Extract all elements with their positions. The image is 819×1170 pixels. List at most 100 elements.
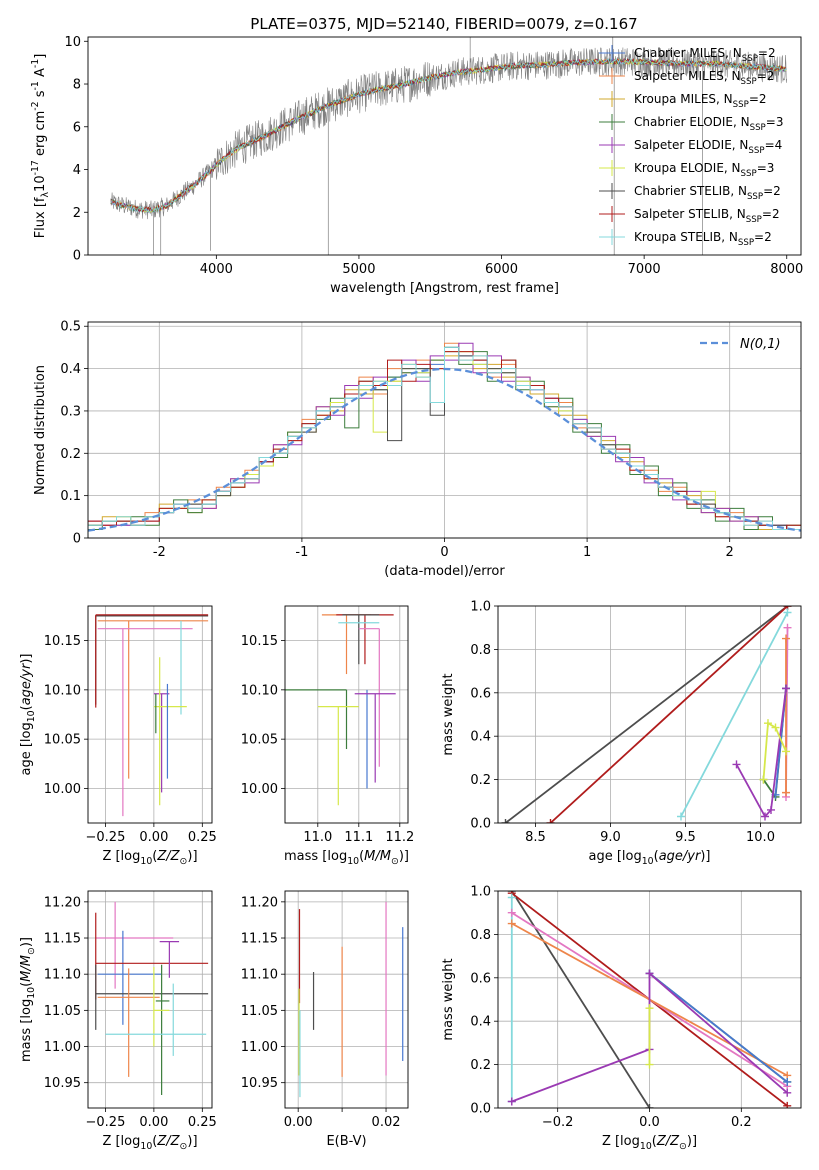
y-tick-label: 0.4 <box>470 730 491 745</box>
errorbar-point-4 <box>97 628 193 817</box>
y-tick-label: 1.0 <box>470 885 491 900</box>
y-tick-label: 0.1 <box>60 489 81 504</box>
y-tick-label: 11.00 <box>44 1040 81 1055</box>
legend-label: Chabrier ELODIE, NSSP=3 <box>634 115 783 133</box>
x-tick-label: -2 <box>153 545 166 560</box>
y-tick-label: 6 <box>73 120 81 135</box>
normal-curve <box>88 367 801 532</box>
legend-label: N(0,1) <box>740 337 781 352</box>
y-tick-label: 11.05 <box>241 1004 278 1019</box>
weight-marker <box>767 805 775 814</box>
x-tick-label: 4000 <box>200 262 233 277</box>
weight-marker <box>677 812 685 821</box>
weight-marker <box>783 1077 792 1086</box>
weight-marker <box>759 775 768 784</box>
y-tick-label: 0.8 <box>470 643 491 658</box>
axes-frame <box>87 605 213 824</box>
x-tick-label: 0.00 <box>139 1115 168 1130</box>
weight-marker <box>507 908 516 917</box>
model-line-8 <box>110 58 787 213</box>
plot-area <box>298 901 404 1098</box>
weight-marker <box>645 1004 654 1013</box>
y-tick-label: 0.5 <box>60 320 81 335</box>
weight-marker <box>764 719 772 728</box>
y-tick-label: 0.0 <box>470 1102 491 1117</box>
y-tick-label: 11.15 <box>44 932 81 947</box>
errorbar-point-8 <box>153 966 170 1047</box>
y-axis-label: Flux [fλ10-17 erg cm-2 s-1 A-1] <box>30 54 51 239</box>
weight-marker <box>771 723 780 732</box>
legend-label: Kroupa ELODIE, NSSP=3 <box>634 161 774 179</box>
legend-label: Chabrier MILES, NSSP=2 <box>634 46 776 64</box>
errorbar-point-6 <box>285 689 348 750</box>
weight-line-7 <box>648 972 788 1083</box>
plot-area <box>501 606 792 823</box>
histogram-legend: N(0,1) <box>700 337 781 352</box>
y-tick-label: 10.95 <box>241 1076 278 1091</box>
figure-title: PLATE=0375, MJD=52140, FIBERID=0079, z=0… <box>250 15 637 33</box>
weight-marker <box>645 969 654 978</box>
y-tick-label: 10.00 <box>241 782 278 797</box>
plot-area <box>88 342 801 538</box>
x-tick-label: 0.02 <box>372 1115 401 1130</box>
errorbar-point-5 <box>97 968 160 1077</box>
axes-frame <box>284 605 409 824</box>
x-tick-label: 2 <box>726 545 734 560</box>
x-tick-label: 0.2 <box>731 1115 752 1130</box>
errorbar-point-6 <box>153 693 170 793</box>
y-tick-label: 11.20 <box>241 895 278 910</box>
weight-line-2 <box>549 606 789 823</box>
errorbar-point-5 <box>358 628 380 767</box>
weight-marker <box>761 812 769 821</box>
axes-frame <box>87 890 213 1109</box>
y-tick-label: 11.10 <box>44 968 81 983</box>
errorbar-point-2 <box>95 614 209 708</box>
y-tick-label: 0.6 <box>470 971 491 986</box>
model-line-9 <box>110 58 787 214</box>
y-tick-label: 0.2 <box>470 773 491 788</box>
x-tick-label: 0.25 <box>188 1115 217 1130</box>
errorbar-point-7 <box>153 657 187 806</box>
weight-marker <box>782 747 790 756</box>
weight-marker <box>507 893 516 902</box>
axes-frame <box>497 890 802 1109</box>
x-tick-label: 11.0 <box>303 830 332 845</box>
y-tick-label: 0.3 <box>60 404 81 419</box>
weight-marker <box>783 623 792 632</box>
x-tick-label: 5000 <box>342 262 375 277</box>
y-axis-label: mass weight <box>441 673 456 755</box>
axes-frame <box>284 890 409 1109</box>
x-tick-label: 8000 <box>770 262 803 277</box>
y-tick-label: 10.10 <box>241 683 278 698</box>
weight-marker <box>783 1101 792 1108</box>
x-tick-label: 0 <box>440 545 448 560</box>
x-tick-label: −0.25 <box>86 1115 126 1130</box>
x-axis-label: age [log10(age/yr)] <box>588 849 710 867</box>
legend-label: Kroupa MILES, NSSP=2 <box>634 92 767 110</box>
x-axis-label: Z [log10(Z/Z⊙)] <box>102 1134 197 1152</box>
y-tick-label: 11.15 <box>241 932 278 947</box>
histogram-step-9 <box>88 346 801 538</box>
panel-residuals: -2 -1 0 1 2 0 0.1 0.2 0.3 0.4 0.5 (data-model)/erro… <box>33 320 802 579</box>
axes-frame <box>87 36 802 256</box>
spectrum-data-line <box>110 47 787 220</box>
x-tick-label: 0.0 <box>639 1115 660 1130</box>
x-axis-label: Z [log10(Z/Z⊙)] <box>102 849 197 867</box>
x-tick-label: −0.25 <box>86 830 126 845</box>
plot-area <box>110 37 787 255</box>
y-axis-label: age [log10(age/yr)] <box>19 653 37 775</box>
x-axis-label: Z [log10(Z/Z⊙)] <box>602 1134 697 1152</box>
x-axis-label: mass [log10(M/M⊙)] <box>284 849 409 867</box>
y-tick-label: 1.0 <box>470 600 491 615</box>
legend-label: Chabrier STELIB, NSSP=2 <box>634 184 781 202</box>
x-axis-label: wavelength [Angstrom, rest frame] <box>330 281 559 296</box>
panel-weight_vs_z: −0.2 0.0 0.2 0.0 0.2 0.4 0.6 0.8 1.0 Z [log10(Z/Z… <box>441 885 802 1152</box>
y-tick-label: 8 <box>73 78 81 93</box>
weight-marker <box>782 634 790 643</box>
errorbar-point-7 <box>159 941 180 978</box>
y-tick-label: 10.00 <box>44 782 81 797</box>
y-tick-label: 0 <box>73 249 81 264</box>
errorbar-point-3 <box>97 620 209 779</box>
y-tick-label: 10.15 <box>44 634 81 649</box>
